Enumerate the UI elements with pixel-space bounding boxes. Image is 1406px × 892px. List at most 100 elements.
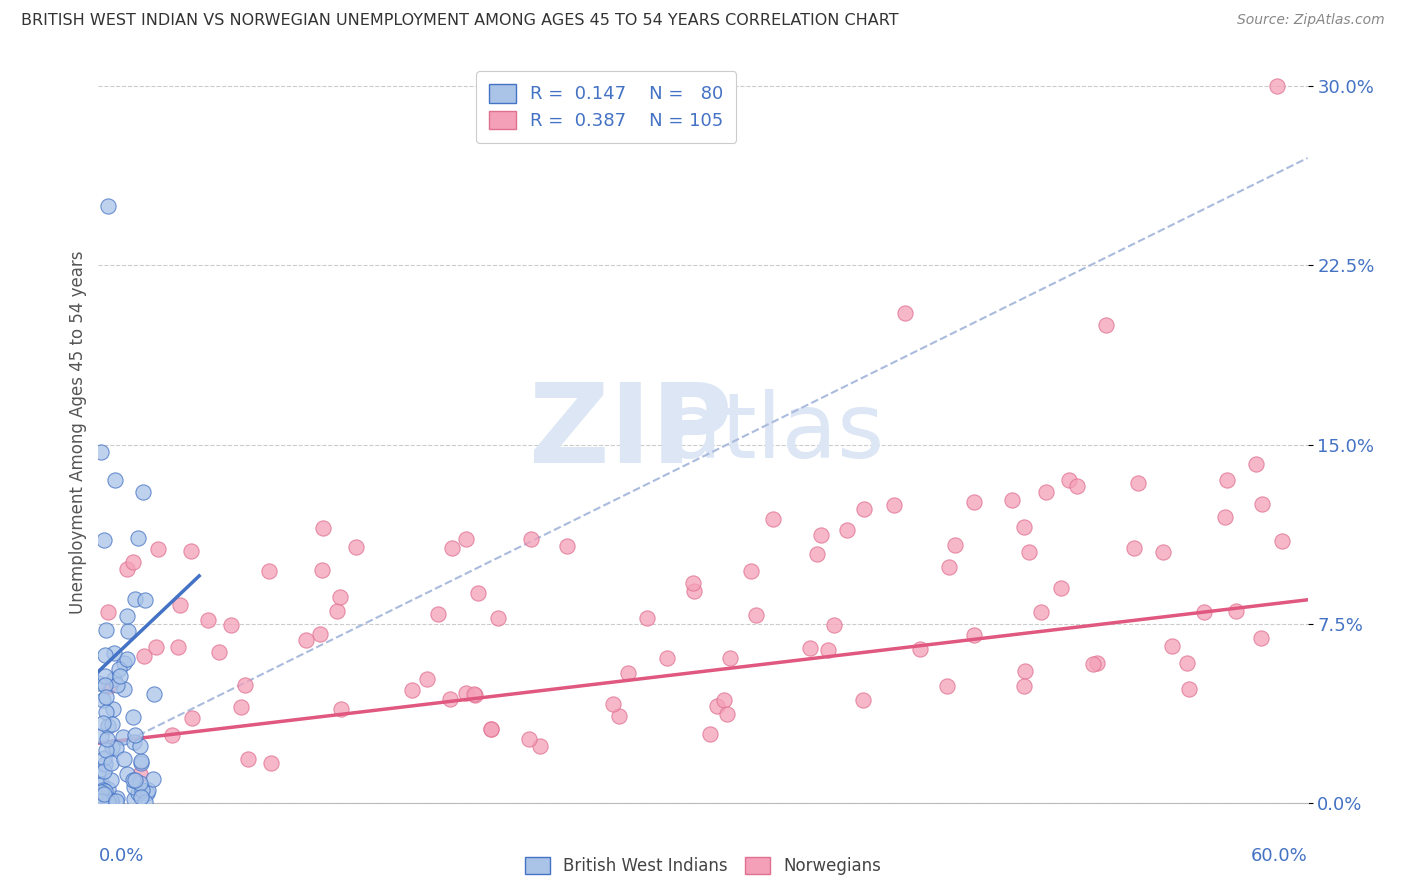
Point [893,306,915,320]
Point [90,729,112,743]
Point [97,719,120,733]
Point [103,646,125,660]
Point [221,617,243,632]
Point [142,687,165,701]
Point [100,756,122,770]
Point [555,539,578,553]
Point [124,592,146,607]
Legend: British West Indians, Norwegians: British West Indians, Norwegians [517,848,889,883]
Point [112,730,135,744]
Point [479,722,502,736]
Point [132,485,155,500]
Point [87,764,110,779]
Point [257,565,280,579]
Point [1035,485,1057,500]
Point [716,707,738,722]
Point [96,731,118,746]
Text: 60.0%: 60.0% [1251,847,1308,865]
Text: BRITISH WEST INDIAN VS NORWEGIAN UNEMPLOYMENT AMONG AGES 45 TO 54 YEARS CORRELAT: BRITISH WEST INDIAN VS NORWEGIAN UNEMPLO… [21,13,898,29]
Point [87,675,110,690]
Point [1012,679,1035,693]
Point [1066,478,1088,492]
Point [463,688,485,702]
Point [180,544,202,558]
Point [806,547,828,561]
Point [295,633,318,648]
Point [1271,533,1294,548]
Point [169,598,191,612]
Point [1029,605,1052,619]
Point [1246,458,1268,472]
Point [883,499,905,513]
Point [1225,604,1247,618]
Text: atlas: atlas [666,389,884,476]
Point [105,794,128,808]
Point [1081,657,1104,671]
Point [93,784,115,798]
Text: Source: ZipAtlas.com: Source: ZipAtlas.com [1237,13,1385,28]
Point [1175,656,1198,670]
Point [617,666,640,681]
Point [96,705,118,719]
Text: ZIP: ZIP [529,379,733,486]
Point [122,734,145,748]
Text: 0.0%: 0.0% [98,847,143,865]
Point [122,780,145,794]
Point [520,532,543,546]
Point [131,783,153,797]
Point [745,608,768,623]
Y-axis label: Unemployment Among Ages 45 to 54 years: Unemployment Among Ages 45 to 54 years [69,251,87,615]
Point [1152,545,1174,559]
Point [124,728,146,742]
Point [90,794,112,808]
Point [938,560,960,574]
Point [1122,541,1144,555]
Point [108,668,131,682]
Point [97,199,120,213]
Point [160,728,183,742]
Point [1250,497,1272,511]
Point [97,782,120,797]
Point [718,651,741,665]
Point [1178,681,1201,696]
Point [100,772,122,787]
Point [122,791,145,805]
Point [464,688,486,702]
Point [100,792,122,806]
Point [325,604,347,618]
Point [1050,581,1073,595]
Point [105,678,128,692]
Point [134,593,156,607]
Point [852,693,875,707]
Point [122,773,145,788]
Point [329,590,352,604]
Point [117,608,139,623]
Point [762,512,785,526]
Point [91,777,114,791]
Point [1267,79,1289,94]
Point [131,790,153,805]
Point [683,584,706,599]
Point [1057,473,1080,487]
Point [115,651,138,665]
Point [936,679,959,693]
Point [180,711,202,725]
Point [132,648,155,663]
Point [91,715,114,730]
Point [529,739,551,753]
Point [486,611,509,625]
Point [94,648,117,662]
Point [107,662,129,676]
Point [1085,657,1108,671]
Point [740,564,762,578]
Point [330,701,353,715]
Point [467,586,489,600]
Point [607,708,630,723]
Point [101,739,124,754]
Point [401,683,423,698]
Point [145,640,167,654]
Point [90,785,112,799]
Point [94,690,117,704]
Point [853,502,876,516]
Point [943,538,966,552]
